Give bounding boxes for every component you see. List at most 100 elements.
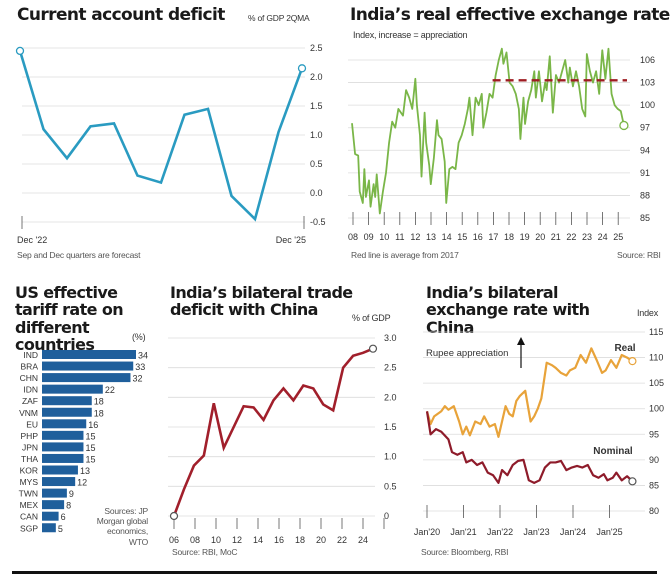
tariff-category-label: KOR (20, 466, 38, 476)
bilateral-y-tick-label: 90 (649, 455, 659, 465)
tariff-bar (42, 465, 78, 475)
tariff-bar (42, 430, 84, 440)
bilateral-annotation-text: Rupee appreciation (426, 348, 508, 359)
tariff-value-label: 34 (138, 351, 148, 361)
cad-x-tick-label: Dec '22 (17, 235, 47, 245)
reer-x-tick-label: 22 (566, 232, 576, 242)
cad-x-tick-label: Dec '25 (276, 235, 306, 245)
tariff-value-label: 16 (88, 420, 98, 430)
trade-title: India’s bilateral trade deficit with Chi… (170, 283, 353, 320)
trade-x-tick-label: 24 (358, 535, 368, 545)
bilateral-title: India’s bilateral exchange rate with Chi… (426, 283, 590, 337)
tariff-value-label: 5 (58, 524, 63, 534)
trade-y-tick-label: 2.5 (384, 363, 397, 373)
tariff-bar (42, 361, 134, 371)
tariff-category-label: JPN (22, 442, 38, 452)
bilateral-series-line-real (425, 347, 634, 438)
tariff-value-label: 13 (80, 466, 90, 476)
tariff-value-label: 8 (66, 501, 71, 511)
bilateral-source: Source: Bloomberg, RBI (421, 547, 509, 557)
bilateral-y-tick-label: 85 (649, 480, 659, 490)
trade-y-tick-label: 1.0 (384, 452, 397, 462)
trade-x-tick-label: 22 (337, 535, 347, 545)
tariff-value-label: 15 (85, 443, 95, 453)
reer-y-tick-label: 106 (640, 55, 655, 65)
reer-x-tick-label: 08 (348, 232, 358, 242)
tariff-category-label: MEX (20, 500, 39, 510)
reer-x-tick-label: 10 (379, 232, 389, 242)
bilateral-x-tick-label: Jan'25 (596, 527, 622, 537)
bilateral-y-tick-label: 95 (649, 429, 659, 439)
reer-x-tick-label: 13 (426, 232, 436, 242)
cad-y-tick-label: 0.5 (310, 159, 323, 169)
trade-y-tick-label: 0 (384, 511, 389, 521)
reer-source: Source: RBI (617, 250, 661, 260)
reer-y-tick-label: 97 (640, 123, 650, 133)
reer-x-tick-label: 16 (473, 232, 483, 242)
trade-y-tick-label: 0.5 (384, 481, 397, 491)
cad-endpoint-marker (15, 46, 25, 56)
trade-y-tick-label: 2.0 (384, 392, 397, 402)
tariff-category-label: EU (26, 419, 38, 429)
tariff-value-label: 32 (132, 374, 142, 384)
trade-series-line (172, 347, 374, 517)
tariff-category-label: IDN (23, 385, 38, 395)
tariff-category-label: SGP (20, 523, 38, 533)
tariff-value-label: 9 (69, 489, 74, 499)
bilateral-x-tick-label: Jan'21 (450, 527, 476, 537)
bilateral-panel: India’s bilateral exchange rate with Chi… (405, 270, 670, 570)
reer-x-tick-label: 24 (598, 232, 608, 242)
tariff-unit-label: (%) (132, 332, 146, 342)
bilateral-y-tick-label: 105 (649, 378, 664, 388)
reer-x-tick-label: 23 (582, 232, 592, 242)
reer-endpoint-marker (619, 120, 629, 131)
cad-series-line (18, 50, 304, 222)
reer-x-tick-label: 18 (504, 232, 514, 242)
trade-x-tick-label: 12 (232, 535, 242, 545)
reer-chart: 106 103 100 97 94 91 88 85 08 09 10 11 12 13 14 15 16 17 1… (348, 47, 655, 242)
bilateral-y-tick-label: 100 (649, 404, 664, 414)
bilateral-x-tick-label: Jan'22 (487, 527, 513, 537)
bilateral-x-tick-label: Jan'24 (560, 527, 586, 537)
tariff-value-label: 18 (94, 408, 104, 418)
tariff-value-label: 22 (105, 385, 115, 395)
reer-x-tick-label: 21 (551, 232, 561, 242)
cad-chart: 2.5 2.0 1.5 1.0 0.5 0.0 -0.5 Dec '22 Dec '25 (15, 43, 326, 245)
tariff-panel: US effective tariff rate on different co… (0, 270, 165, 570)
tariff-bar (42, 523, 56, 533)
reer-x-tick-label: 15 (457, 232, 467, 242)
trade-source: Source: RBI, MoC (172, 547, 238, 557)
trade-x-tick-label: 10 (211, 535, 221, 545)
cad-y-tick-label: -0.5 (310, 217, 326, 227)
reer-y-tick-label: 91 (640, 168, 650, 178)
tariff-value-label: 15 (85, 431, 95, 441)
arrow-up-icon-head (517, 337, 525, 345)
tariff-bar (42, 477, 76, 487)
reer-x-tick-label: 19 (520, 232, 530, 242)
reer-subtitle: Index, increase = appreciation (353, 30, 468, 40)
bilateral-unit-label: Index (637, 308, 659, 318)
reer-x-tick-label: 11 (395, 232, 404, 242)
tariff-bar (42, 419, 87, 429)
reer-x-tick-label: 12 (410, 232, 420, 242)
tariff-bar (42, 453, 84, 463)
cad-note: Sep and Dec quarters are forecast (17, 250, 141, 260)
tariff-source: Sources: JP Morgan global economics, WTO (96, 506, 148, 547)
trade-unit-label: % of GDP (352, 313, 391, 323)
bilateral-chart: 115 110 105 100 95 90 85 80 Jan'20 Jan'21 Jan'22 Ja… (414, 327, 664, 537)
tariff-bar (42, 407, 92, 417)
cad-title: Current account deficit (17, 5, 225, 25)
trade-x-tick-label: 18 (295, 535, 305, 545)
tariff-category-label: THA (21, 454, 38, 464)
reer-x-tick-label: 09 (364, 232, 374, 242)
tariff-category-label: CAN (20, 512, 38, 522)
trade-x-tick-label: 16 (274, 535, 284, 545)
trade-x-tick-label: 20 (316, 535, 326, 545)
bottom-rule (12, 571, 657, 574)
cad-y-tick-label: 0.0 (310, 188, 323, 198)
cad-y-tick-label: 1.0 (310, 130, 323, 140)
tariff-category-label: ZAF (22, 396, 38, 406)
bilateral-endpoint-marker (628, 477, 637, 486)
tariff-bar (42, 384, 103, 394)
tariff-category-label: CHN (20, 373, 38, 383)
